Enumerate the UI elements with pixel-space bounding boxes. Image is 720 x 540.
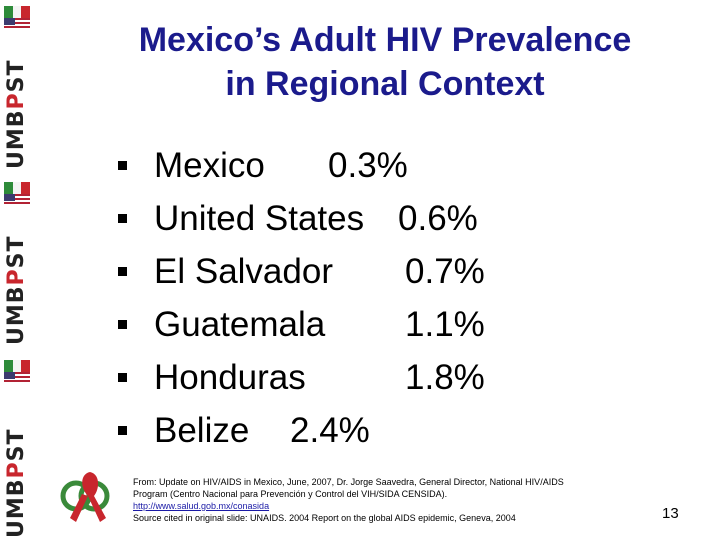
flags-icon [4, 6, 30, 30]
aids-ribbon-icon [60, 472, 110, 522]
prevalence-list: Mexico 0.3% United States 0.6% El Salvad… [118, 140, 538, 458]
logo-wordmark: UMBPST [4, 59, 29, 169]
slide-title: Mexico’s Adult HIV Prevalence in Regiona… [80, 18, 690, 106]
country-name: United States [154, 199, 365, 238]
title-line-1: Mexico’s Adult HIV Prevalence [138, 21, 632, 59]
flags-icon [4, 360, 30, 384]
prevalence-value: 2.4% [290, 411, 370, 450]
slide-number: 13 [662, 505, 679, 522]
umbpst-logo: UMBPST [0, 0, 50, 175]
umbpst-logo: UMBPST [0, 178, 50, 353]
citation-line: Program (Centro Nacional para Prevención… [133, 489, 448, 499]
list-item: El Salvador 0.7% [118, 246, 538, 299]
bullet-square-icon [118, 373, 127, 382]
country-name: El Salvador [154, 252, 333, 291]
prevalence-value: 0.3% [328, 146, 408, 185]
prevalence-value: 1.8% [405, 358, 485, 397]
country-name: Mexico [154, 146, 265, 185]
list-item: Belize 2.4% [118, 405, 538, 458]
source-link[interactable]: http://www.salud.gob.mx/conasida [133, 501, 270, 511]
country-name: Honduras [154, 358, 306, 397]
source-citation: From: Update on HIV/AIDS in Mexico, June… [133, 476, 633, 524]
prevalence-value: 1.1% [405, 305, 485, 344]
flags-icon [4, 182, 30, 206]
list-item: Mexico 0.3% [118, 140, 538, 193]
umbpst-logo: UMBPST [0, 356, 50, 538]
bullet-square-icon [118, 320, 127, 329]
country-name: Guatemala [154, 305, 326, 344]
title-line-2: in Regional Context [225, 65, 545, 103]
bullet-square-icon [118, 426, 127, 435]
bullet-square-icon [118, 214, 127, 223]
list-item: United States 0.6% [118, 193, 538, 246]
citation-line: Source cited in original slide: UNAIDS. … [133, 513, 516, 523]
citation-line: From: Update on HIV/AIDS in Mexico, June… [133, 477, 564, 487]
country-name: Belize [154, 411, 250, 450]
list-item: Guatemala 1.1% [118, 299, 538, 352]
bullet-square-icon [118, 161, 127, 170]
prevalence-value: 0.7% [405, 252, 485, 291]
logo-wordmark: UMBPST [4, 428, 29, 538]
list-item: Honduras 1.8% [118, 352, 538, 405]
logo-strip: UMBPST UMBPST UMBPST [0, 0, 50, 540]
prevalence-value: 0.6% [398, 199, 478, 238]
logo-wordmark: UMBPST [4, 235, 29, 345]
bullet-square-icon [118, 267, 127, 276]
